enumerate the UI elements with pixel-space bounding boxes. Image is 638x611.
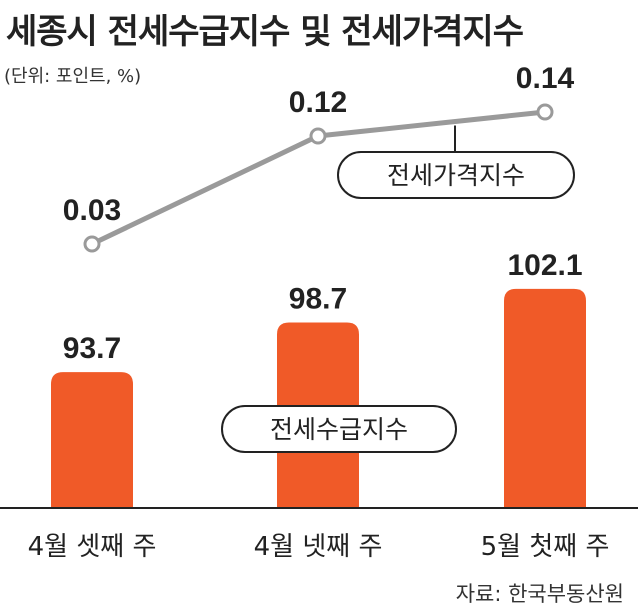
- bar-legend-pill: [221, 405, 457, 453]
- line-legend-label: 전세가격지수: [387, 161, 525, 190]
- line-value-label-3: 0.14: [516, 62, 575, 95]
- bar-value-label-1: 93.7: [63, 332, 121, 365]
- x-tick-label-3: 5월 첫째 주: [481, 532, 610, 562]
- bar-value-label-3: 102.1: [507, 249, 582, 282]
- line-point-3: [536, 103, 554, 121]
- bar-3: [504, 288, 586, 508]
- bar-1: [51, 372, 133, 508]
- x-tick-label-2: 4월 넷째 주: [254, 532, 383, 562]
- x-tick-label-1: 4월 셋째 주: [28, 532, 157, 562]
- unit-label: (단위: 포인트, %): [4, 66, 142, 87]
- bar-value-label-2: 98.7: [289, 283, 347, 316]
- line-point-1: [83, 235, 101, 253]
- line-point-2: [309, 127, 327, 145]
- line-value-label-1: 0.03: [63, 194, 121, 227]
- line-legend-pill: [337, 151, 575, 199]
- chart-title: 세종시 전세수급지수 및 전세가격지수: [6, 12, 524, 52]
- bar-legend-label: 전세수급지수: [270, 415, 408, 444]
- source-note: 자료: 한국부동산원: [455, 582, 624, 606]
- line-value-label-2: 0.12: [289, 86, 347, 119]
